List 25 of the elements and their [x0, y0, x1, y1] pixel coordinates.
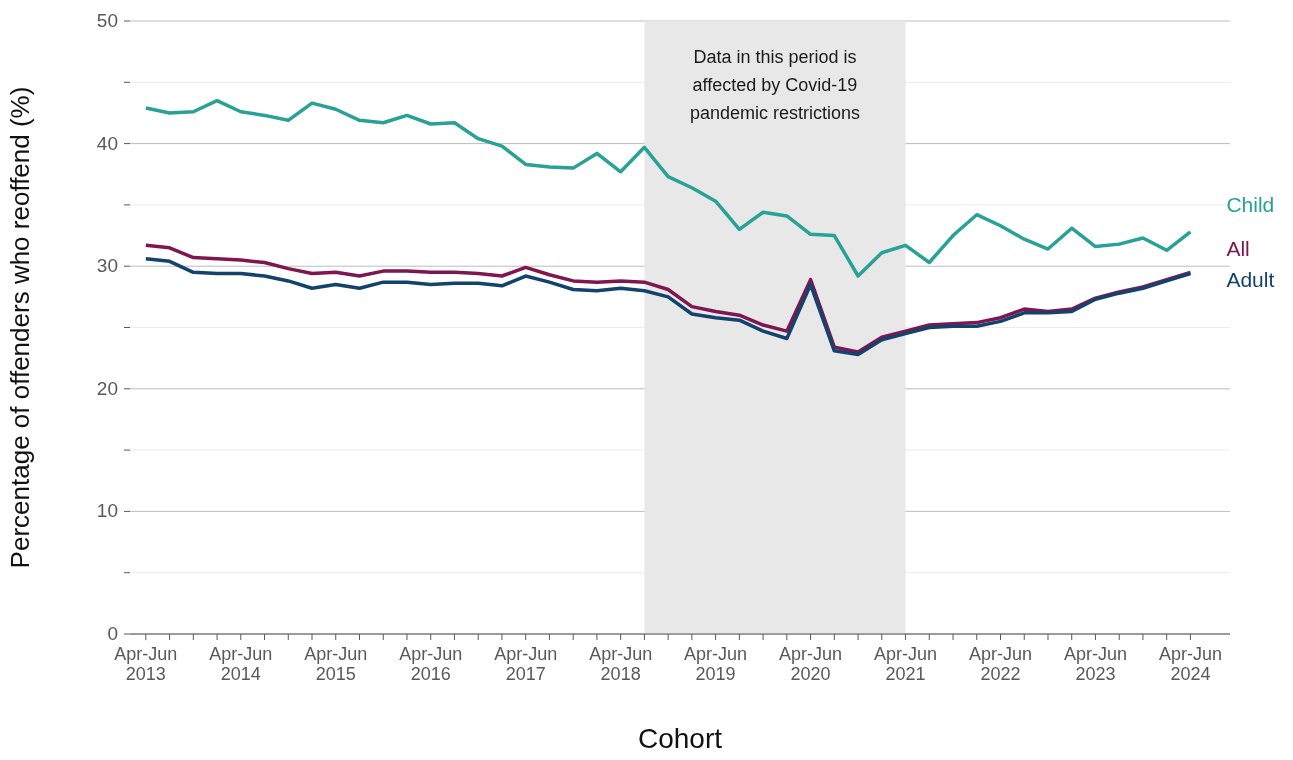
- series-label: Child: [1226, 193, 1275, 217]
- x-tick-label: Apr-Jun 2015: [304, 644, 368, 684]
- y-tick-label: 50: [96, 10, 118, 31]
- x-tick-label: Apr-Jun 2022: [968, 644, 1033, 684]
- x-tick-label: Apr-Jun 2021: [874, 644, 938, 684]
- x-tick-label: Apr-Jun 2016: [399, 644, 463, 684]
- x-tick-label: Apr-Jun 2018: [589, 644, 653, 684]
- y-axis-title: Percentage of offenders who reoffend (%): [5, 86, 36, 569]
- y-tick-label: 20: [96, 377, 118, 399]
- x-tick-label: Apr-Jun 2014: [209, 644, 273, 684]
- x-axis-title: Cohort: [637, 723, 723, 754]
- x-tick-label: Apr-Jun 2024: [1158, 644, 1222, 684]
- x-tick-label: Apr-Jun 2020: [779, 644, 843, 684]
- x-tick-label: Apr-Jun 2019: [684, 644, 748, 684]
- x-tick-label: Apr-Jun 2023: [1063, 644, 1127, 684]
- y-tick-label: 30: [96, 255, 118, 277]
- y-tick-label: 10: [96, 500, 118, 522]
- x-tick-label: Apr-Jun 2017: [494, 644, 558, 684]
- line-series: [144, 98, 1193, 278]
- x-tick-label: Apr-Jun 2013: [114, 644, 178, 684]
- y-tick-label: 0: [107, 623, 118, 644]
- band-label: Data in this period is affected by Covid-19 pandemic restrictions: [689, 47, 860, 123]
- series-label: All: [1226, 236, 1250, 260]
- y-tick-label: 40: [96, 132, 118, 154]
- series-label: Adult: [1226, 268, 1275, 292]
